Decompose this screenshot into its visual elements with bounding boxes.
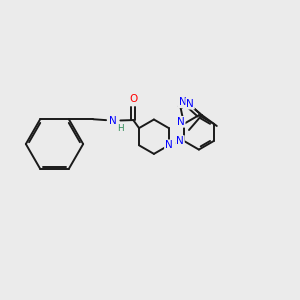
- Text: H: H: [117, 124, 124, 133]
- Text: N: N: [178, 97, 186, 107]
- Text: N: N: [176, 136, 184, 146]
- Text: N: N: [165, 140, 173, 150]
- Text: O: O: [129, 94, 137, 103]
- Text: N: N: [110, 116, 117, 126]
- Text: N: N: [186, 99, 194, 109]
- Text: N: N: [177, 117, 185, 127]
